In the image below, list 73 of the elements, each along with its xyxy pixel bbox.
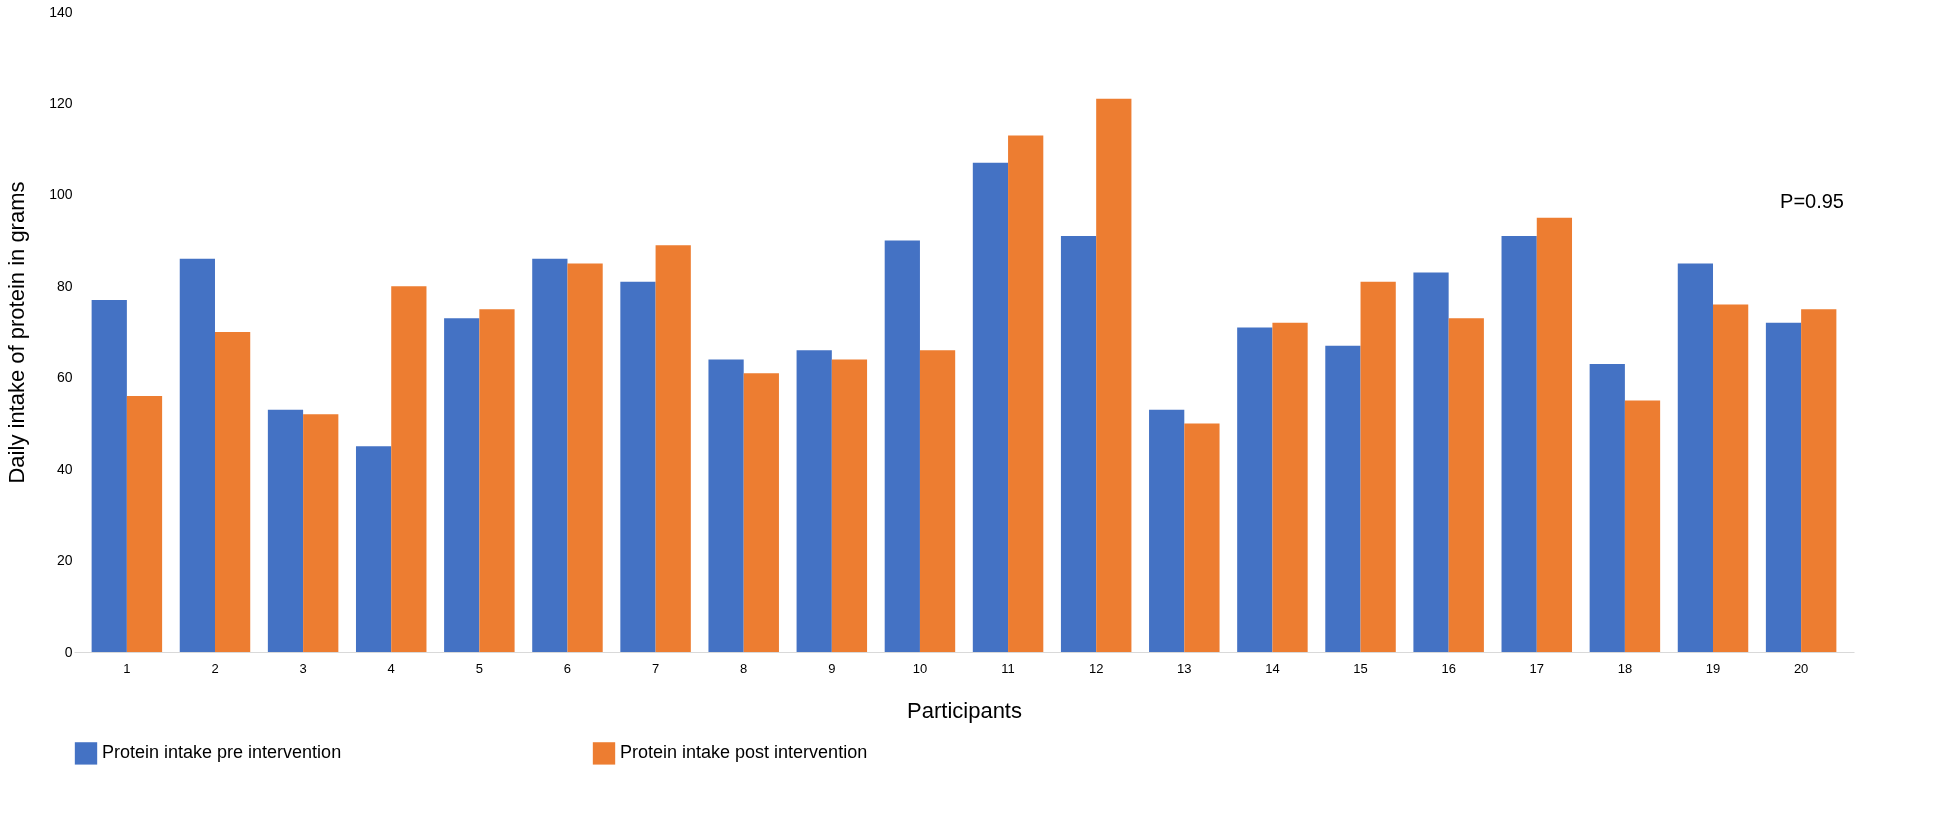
bar bbox=[1765, 322, 1802, 652]
bar bbox=[796, 350, 832, 652]
bar bbox=[1060, 236, 1097, 652]
y-tick-label: 60 bbox=[56, 369, 73, 386]
x-tick-label: 11 bbox=[1001, 660, 1015, 676]
x-tick-label: 19 bbox=[1705, 660, 1721, 676]
bar bbox=[708, 359, 744, 652]
bar bbox=[126, 396, 163, 652]
x-tick-label: 8 bbox=[740, 660, 748, 676]
bar bbox=[1008, 135, 1044, 652]
bar bbox=[567, 263, 603, 652]
bar bbox=[1589, 364, 1625, 652]
bar bbox=[91, 300, 127, 652]
x-tick-label: 6 bbox=[563, 660, 572, 676]
x-tick-label: 3 bbox=[299, 660, 307, 676]
x-tick-label: 12 bbox=[1088, 660, 1104, 676]
bar bbox=[179, 258, 215, 652]
bar bbox=[1149, 409, 1185, 652]
bar bbox=[1448, 318, 1484, 652]
bar bbox=[1325, 345, 1361, 652]
bar bbox=[355, 446, 392, 652]
x-tick-label: 5 bbox=[475, 660, 483, 676]
bar bbox=[919, 350, 956, 652]
bar bbox=[303, 414, 339, 652]
bar bbox=[532, 258, 568, 652]
y-tick-label: 80 bbox=[56, 277, 73, 294]
x-tick-label: 9 bbox=[828, 660, 836, 676]
y-tick-label: 20 bbox=[56, 552, 73, 569]
x-tick-label: 20 bbox=[1793, 660, 1809, 676]
x-tick-label: 14 bbox=[1265, 660, 1280, 676]
bar bbox=[620, 281, 656, 652]
x-tick-label: 1 bbox=[123, 660, 131, 676]
bar bbox=[1237, 327, 1273, 652]
x-tick-label: 16 bbox=[1441, 660, 1456, 676]
bar bbox=[214, 332, 251, 652]
bar bbox=[1501, 236, 1537, 652]
x-tick-label: 18 bbox=[1617, 660, 1633, 676]
bar bbox=[1677, 263, 1714, 652]
y-tick-label: 0 bbox=[64, 643, 73, 660]
x-tick-label: 13 bbox=[1177, 660, 1192, 676]
annotation: P=0.95 bbox=[1780, 190, 1844, 212]
bar bbox=[1360, 281, 1396, 652]
bar bbox=[831, 359, 868, 652]
bar bbox=[1536, 217, 1573, 652]
y-tick-label: 40 bbox=[56, 460, 73, 477]
y-tick-label: 100 bbox=[49, 186, 73, 203]
bar bbox=[391, 286, 427, 652]
x-tick-label: 2 bbox=[211, 660, 219, 676]
y-tick-label: 140 bbox=[49, 3, 73, 20]
bar bbox=[1413, 272, 1449, 652]
bar bbox=[972, 162, 1009, 652]
x-tick-label: 17 bbox=[1529, 660, 1545, 676]
bar bbox=[1801, 309, 1837, 652]
x-tick-label: 4 bbox=[387, 660, 395, 676]
y-tick-label: 120 bbox=[49, 94, 73, 111]
y-axis-title: Daily intake of protein in grams bbox=[4, 181, 30, 484]
bar bbox=[1272, 322, 1308, 652]
bar bbox=[479, 309, 515, 652]
bar bbox=[444, 318, 480, 652]
bar bbox=[1184, 423, 1220, 652]
bar bbox=[655, 245, 691, 652]
legend-label: Protein intake pre intervention bbox=[102, 742, 342, 763]
x-axis-title: Participants bbox=[907, 697, 1022, 723]
bar bbox=[884, 240, 920, 652]
x-tick-label: 10 bbox=[912, 660, 928, 676]
bar bbox=[267, 409, 304, 652]
x-tick-label: 15 bbox=[1353, 660, 1368, 676]
bar bbox=[1624, 400, 1661, 652]
legend-label: Protein intake post intervention bbox=[620, 742, 868, 763]
bar bbox=[1096, 98, 1132, 652]
bar bbox=[1713, 304, 1749, 652]
bar bbox=[743, 373, 779, 652]
x-tick-label: 7 bbox=[651, 660, 660, 676]
